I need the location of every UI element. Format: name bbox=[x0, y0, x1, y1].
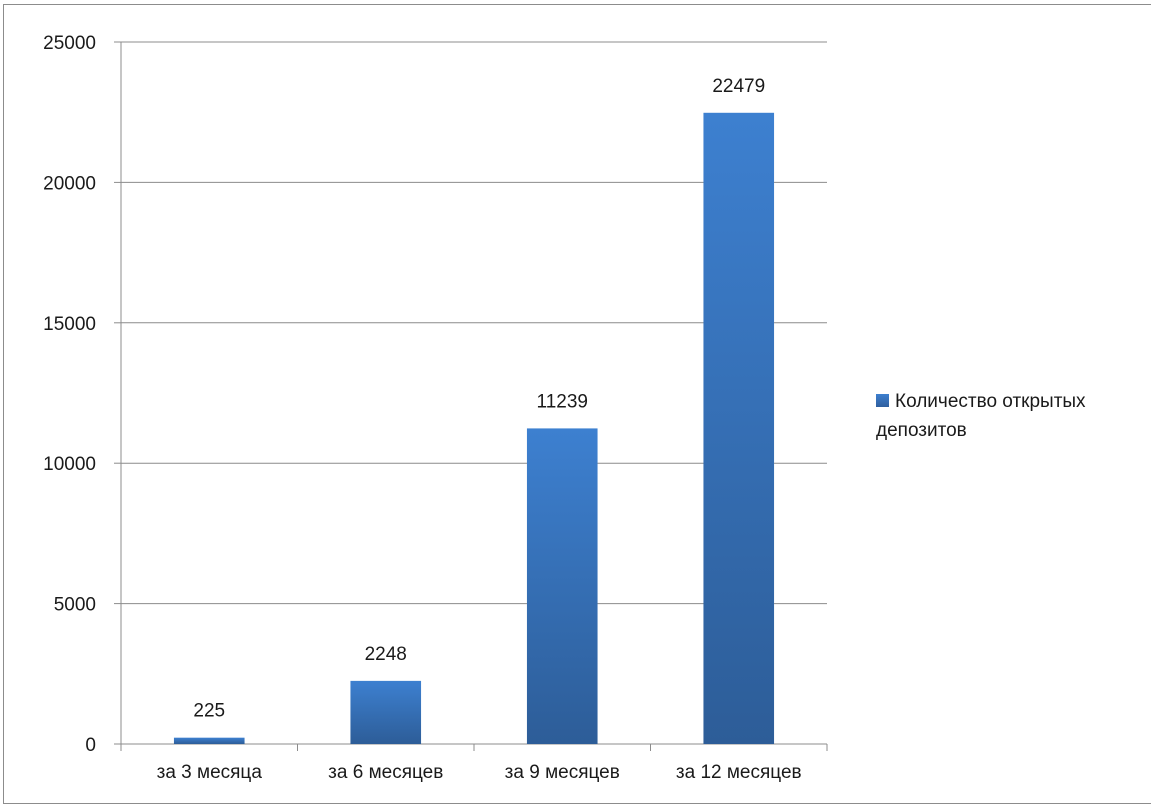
bar bbox=[526, 428, 598, 744]
y-tick-label: 25000 bbox=[43, 33, 96, 54]
x-tick-label: за 9 месяцев bbox=[505, 762, 620, 783]
bar-chart: 0 5000 10000 15000 20000 25000 225 за 3 месяца 2… bbox=[43, 33, 828, 783]
data-label: 2248 bbox=[365, 644, 407, 665]
bar bbox=[703, 112, 775, 745]
x-tick-label: за 3 месяца bbox=[157, 762, 263, 783]
legend: Количество открытых депозитов bbox=[876, 387, 1146, 445]
y-tick-label: 20000 bbox=[43, 173, 96, 194]
legend-label: Количество открытых депозитов bbox=[876, 391, 1086, 441]
y-tick-label: 0 bbox=[85, 735, 96, 756]
legend-swatch bbox=[876, 394, 889, 407]
bar bbox=[173, 737, 245, 744]
chart-frame: 0 5000 10000 15000 20000 25000 225 за 3 месяца 2… bbox=[3, 4, 1151, 804]
bars bbox=[173, 112, 775, 745]
y-tick-label: 5000 bbox=[54, 595, 96, 616]
bar bbox=[350, 680, 422, 744]
data-label: 225 bbox=[193, 701, 225, 722]
data-label: 11239 bbox=[537, 391, 588, 412]
labels: 0 5000 10000 15000 20000 25000 225 за 3 месяца 2… bbox=[43, 33, 801, 783]
y-tick-label: 10000 bbox=[43, 454, 96, 475]
y-tick-label: 15000 bbox=[43, 314, 96, 335]
x-tick-label: за 12 месяцев bbox=[676, 762, 802, 783]
x-tick-label: за 6 месяцев bbox=[328, 762, 443, 783]
data-label: 22479 bbox=[712, 76, 765, 97]
